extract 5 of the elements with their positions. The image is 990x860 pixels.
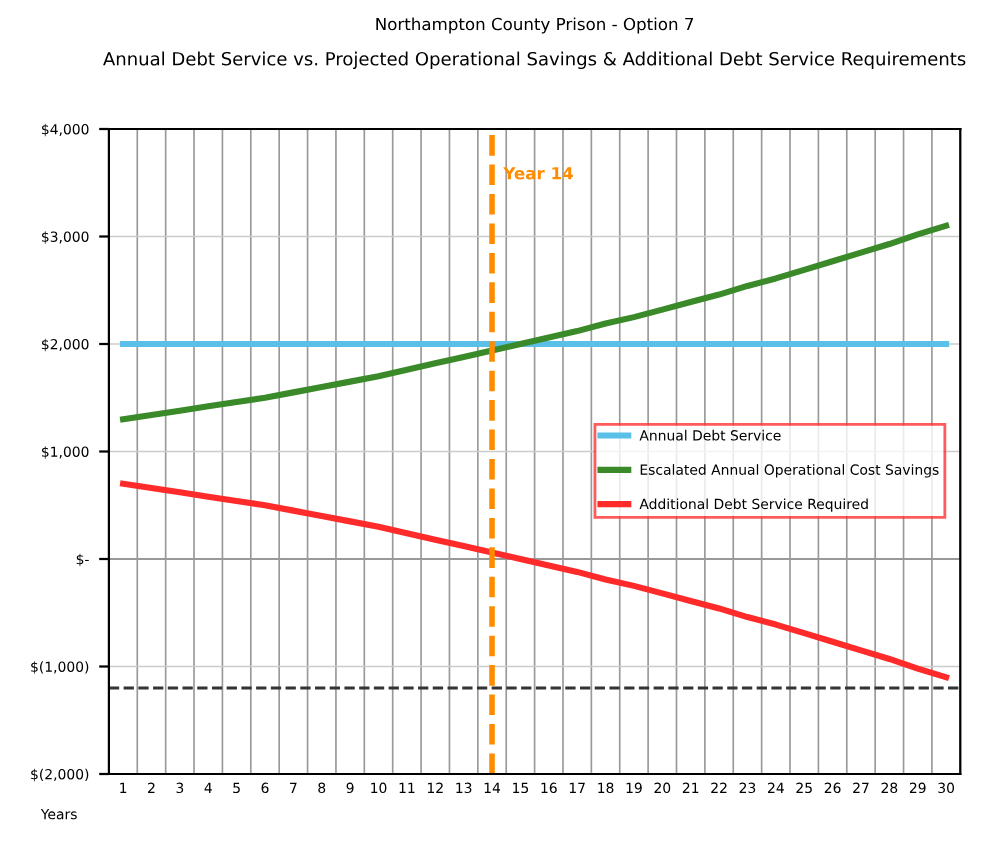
line-series [120,480,950,681]
ref-line-label: Year 14 [503,167,573,180]
line-series [120,222,950,423]
chart-subtitle: Annual Debt Service vs. Projected Operational Savings & Additional Debt Service Requirements [103,51,966,70]
chart-title: Northampton County Prison - Option 7 [376,17,694,34]
